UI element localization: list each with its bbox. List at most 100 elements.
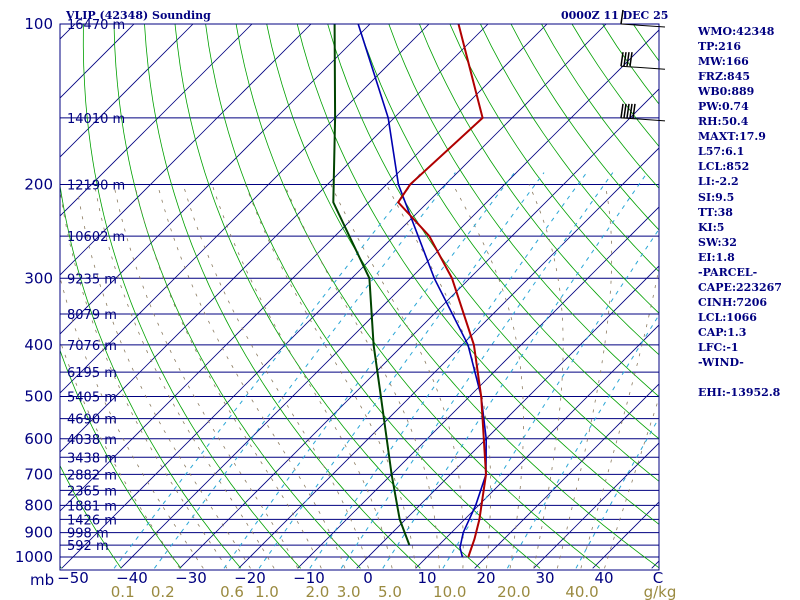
parcel-heading: -PARCEL- [698,265,758,279]
dry-adiabat-line [388,24,659,398]
mixing-ratio-tick-label: 1.0 [255,583,279,600]
moist-adiabat-line [60,275,204,569]
dry-adiabat-line [0,0,2,568]
isotherm-line [60,24,489,453]
index-si: SI:9.5 [698,190,735,204]
mixing-ratio-tick-label: 20.0 [497,583,530,600]
wind-heading: -WIND- [698,356,744,370]
index-sw: SW:32 [698,235,737,249]
temperature-tick-label: −10 [293,569,325,587]
sounding-time-title: 0000Z 11 DEC 25 [561,9,669,22]
wind-barb-staff [620,65,666,70]
temperature-tick-label: 10 [417,569,436,587]
mixing-ratio-tick-label: 5.0 [378,583,402,600]
wind-barbs [620,9,666,122]
height-label: 4038 m [67,433,117,448]
temperature-tick-label: −20 [234,569,266,587]
dry-adiabat-line [357,24,659,440]
isotherm-line [60,24,135,99]
isotherm-line [356,265,659,569]
index-ki: KI:5 [698,220,725,234]
wind-barb-flag [629,52,633,67]
plot-frame [59,23,660,571]
height-label: 12190 m [67,178,125,193]
mixing-ratio-tick-label: 0.1 [111,583,135,600]
dry-adiabat-line [113,24,361,569]
index-cap: CAP:1.3 [698,325,747,339]
isotherm-line [474,383,659,569]
wind-barb-flag [620,103,624,118]
dry-adiabat-line [327,24,659,482]
temperature-tick-label: −30 [175,569,207,587]
mixing-ratio-line [153,172,456,569]
height-label: 16470 m [67,18,125,33]
height-label: 5405 m [67,391,117,406]
index-ehi: EHI:-13952.8 [698,386,781,400]
mixing-ratio-tick-label: 40.0 [565,583,598,600]
isotherm-line [533,442,659,569]
height-label: 7076 m [67,339,117,354]
wind-barb-flag [623,52,627,67]
pressure-tick-label: 900 [24,524,53,542]
dry-adiabat-line [418,24,659,356]
height-label: 2365 m [67,484,117,499]
wind-barb-flag [620,52,624,67]
moist-adiabat-line [60,339,181,569]
index-tt: TT:38 [698,205,733,219]
isotherm-line [60,24,312,276]
index-frz: FRZ:845 [698,70,751,84]
isotherm-line [60,24,194,158]
wind-barb-flag [620,9,624,25]
isotherm-line [60,24,430,394]
height-label: 998 m [67,527,109,542]
diagram-grid [0,0,659,569]
moist-adiabat-line [182,184,369,569]
pressure-tick-label: 600 [24,430,53,448]
pressure-unit-label: mb [30,571,54,589]
dry-adiabat-line [296,24,659,525]
isotherm-line [120,29,659,569]
index-mw: MW:166 [698,55,749,69]
pressure-tick-label: 1000 [15,548,53,566]
index-l57: L57:6.1 [698,145,745,159]
height-label: 14010 m [67,112,125,127]
moist-adiabat-line [452,184,524,569]
index-lfc: LFC:-1 [698,340,739,354]
height-label: 1426 m [67,513,117,528]
height-label: 6195 m [67,366,117,381]
index-rh: RH:50.4 [698,115,749,129]
dry-adiabat-line [60,182,242,569]
plot-border [59,23,660,571]
wind-barb-staff [620,23,666,28]
moist-adiabat-line [580,265,659,569]
moist-adiabat-line [113,184,299,569]
wind-barb-flag [632,103,636,118]
dry-adiabat-line [144,24,421,569]
temperature-tick-label: 20 [476,569,495,587]
dry-adiabat-line [266,24,659,569]
moist-adiabat-line [211,184,393,569]
mixing-ratio-unit-label: g/kg [644,583,677,600]
sounding-station-title: VLIP (42348) Sounding [66,9,211,22]
height-label: 9235 m [67,272,117,287]
isotherm-line [179,88,659,569]
wind-barb-staff [620,117,666,122]
wind-barb [620,9,666,28]
sounding-indices-panel: WMO:42348 TP:216 MW:166 FRZ:845 WB0:889 … [698,24,798,400]
temperature-unit-label: C [653,569,663,587]
dry-adiabat-line [449,24,659,314]
height-label: 3438 m [67,451,117,466]
index-pw: PW:0.74 [698,100,749,114]
isotherm-line [60,24,253,217]
sidebar-spacer [698,370,798,385]
wind-barb [620,52,666,70]
pressure-tick-label: 300 [24,269,53,287]
parcel-profile-line [357,24,488,558]
index-cape: CAPE:223267 [698,280,782,294]
index-parcel-lcl: LCL:1066 [698,310,757,324]
isotherm-line [61,24,607,569]
moist-adiabat-line [60,187,228,569]
wind-barb-flag [626,52,630,67]
